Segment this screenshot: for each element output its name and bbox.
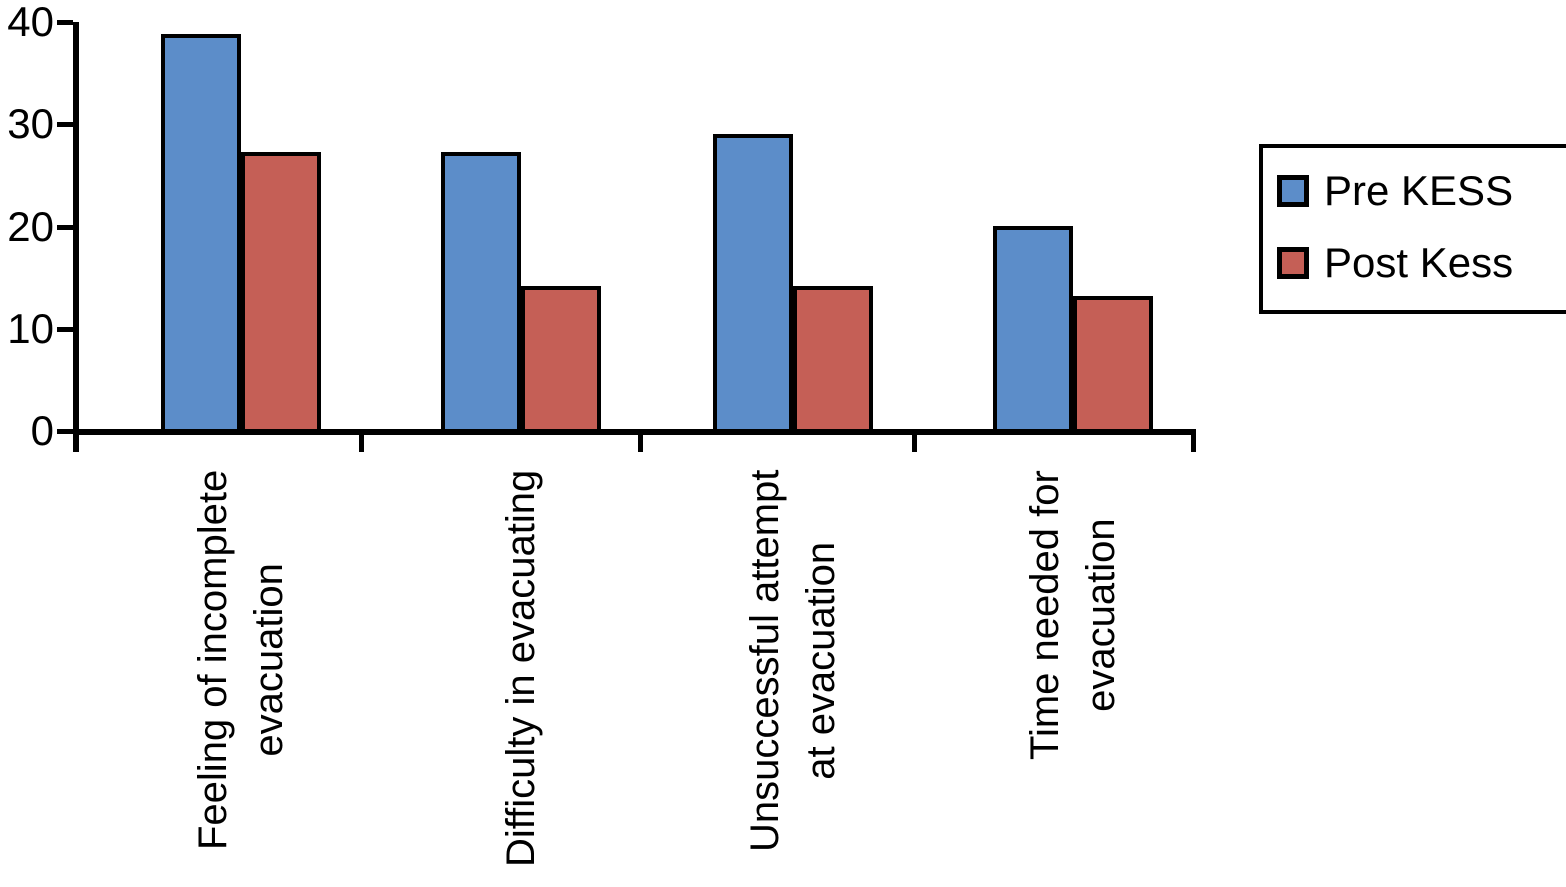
x-tick-3 <box>1191 429 1196 452</box>
y-tick-label-10: 10 <box>7 305 54 352</box>
y-tick-label-30: 30 <box>7 100 54 147</box>
bar-post-kess-1 <box>521 286 601 435</box>
bar-post-kess-0 <box>241 152 321 435</box>
x-tick-1 <box>638 429 643 452</box>
y-tick-label-20: 20 <box>7 203 54 250</box>
bar-pre-kess-2 <box>713 134 793 435</box>
category-label-2: Unsuccessful attempt at evacuation <box>743 469 843 852</box>
legend-item-post-kess: Post Kess <box>1277 239 1566 287</box>
bar-post-kess-3 <box>1073 296 1153 435</box>
legend-label-post-kess: Post Kess <box>1324 239 1514 287</box>
category-label-0: Feeling of incomplete evacuation <box>191 469 291 850</box>
y-tick-20 <box>57 225 73 230</box>
category-label-3: Time needed for evacuation <box>1023 470 1123 760</box>
y-tick-30 <box>57 122 73 127</box>
x-tick-2 <box>912 429 917 452</box>
y-tick-0 <box>57 429 73 434</box>
pre-kess-swatch <box>1277 175 1309 208</box>
bar-pre-kess-1 <box>441 152 521 435</box>
bar-pre-kess-0 <box>161 34 241 435</box>
y-tick-label-40: 40 <box>7 0 54 45</box>
legend-label-pre-kess: Pre KESS <box>1324 167 1514 214</box>
y-axis-line <box>73 22 79 452</box>
bar-post-kess-2 <box>793 286 873 435</box>
legend-item-pre-kess: Pre KESS <box>1277 167 1566 214</box>
post-kess-swatch <box>1277 247 1309 280</box>
bar-pre-kess-3 <box>993 226 1073 435</box>
legend: Pre KESS Post Kess <box>1259 144 1566 315</box>
y-tick-40 <box>57 20 73 25</box>
x-axis-line <box>73 429 1196 435</box>
y-tick-10 <box>57 327 73 332</box>
y-tick-label-0: 0 <box>30 407 54 454</box>
category-label-1: Difficulty in evacuating <box>499 469 543 867</box>
x-tick-0 <box>359 429 364 452</box>
